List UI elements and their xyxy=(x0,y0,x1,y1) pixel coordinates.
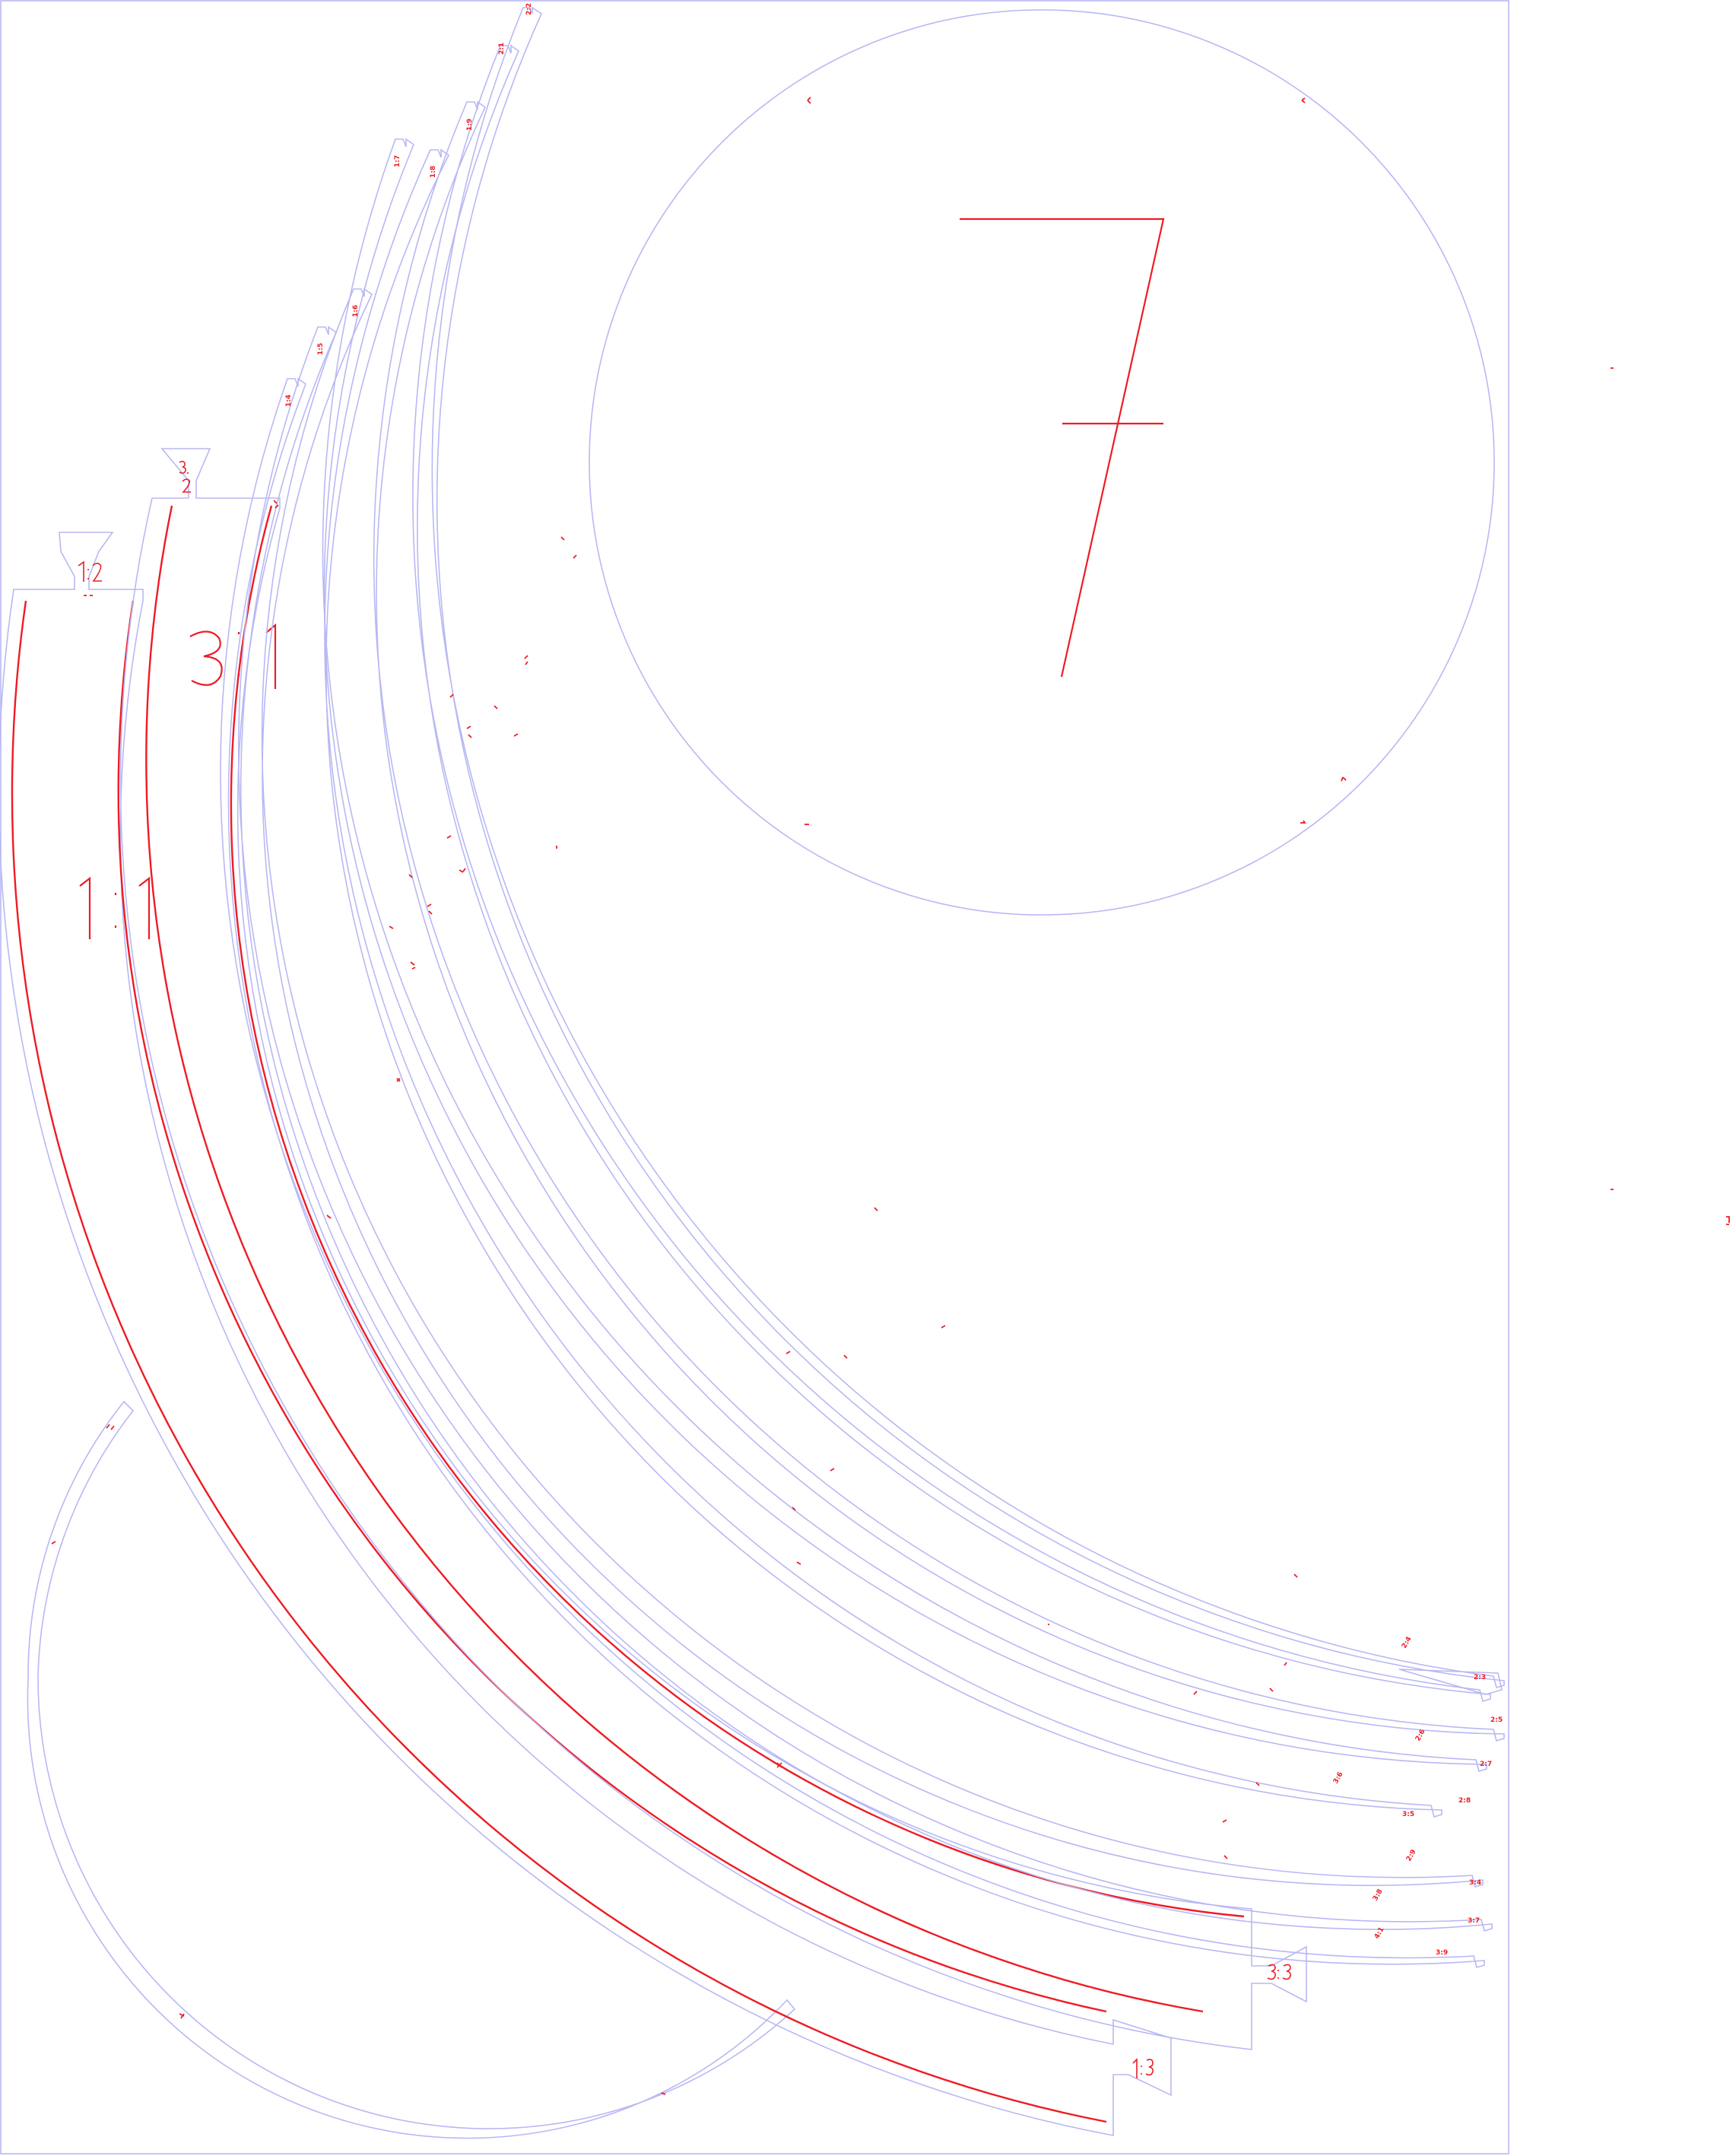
svg-text:3:9: 3:9 xyxy=(1436,1949,1448,1957)
strip-ratio-3-1 xyxy=(119,448,1307,2050)
small-arc-strip xyxy=(27,1400,796,2139)
svg-text:3:5: 3:5 xyxy=(1402,1811,1414,1818)
svg-text:1:9: 1:9 xyxy=(466,119,474,131)
alignment-ticks xyxy=(273,367,1730,1859)
svg-text:2:8: 2:8 xyxy=(1458,1797,1471,1805)
thin-strip-labels: 1:4 1:5 1:6 1:7 1:8 1:9 2:1 2:2 2:3 2:4 … xyxy=(285,3,1503,1957)
svg-text:1:7: 1:7 xyxy=(394,155,401,167)
disc-number-seven xyxy=(960,218,1165,678)
svg-text:2:1: 2:1 xyxy=(498,43,506,55)
label-3-3 xyxy=(1267,1964,1291,1980)
svg-text:2:4: 2:4 xyxy=(1401,1636,1414,1650)
sheet-border xyxy=(0,0,1509,2154)
svg-text:1:5: 1:5 xyxy=(317,343,325,355)
svg-text:3:7: 3:7 xyxy=(1468,1917,1480,1925)
svg-text:3:8: 3:8 xyxy=(1372,1888,1385,1903)
strip-ratio-1-1 xyxy=(0,532,1172,2136)
svg-text:1:8: 1:8 xyxy=(430,166,437,178)
svg-text:3:6: 3:6 xyxy=(1332,1771,1345,1786)
svg-text:3:4: 3:4 xyxy=(1469,1879,1481,1887)
label-3-1 xyxy=(189,623,277,689)
svg-text:2:2: 2:2 xyxy=(525,3,533,15)
disc-alignment-marks xyxy=(805,97,1347,825)
label-3-2 xyxy=(179,460,191,493)
thin-strips xyxy=(220,6,1505,1969)
svg-text:4:1: 4:1 xyxy=(1373,1926,1386,1941)
disc-outline xyxy=(589,9,1495,916)
label-1-2 xyxy=(78,560,102,596)
label-1-3 xyxy=(1132,2058,1154,2078)
svg-text:1:6: 1:6 xyxy=(352,305,360,317)
label-1-1 xyxy=(79,876,151,939)
svg-text:1:4: 1:4 xyxy=(285,395,293,407)
svg-text:2:3: 2:3 xyxy=(1474,1674,1486,1681)
svg-text:2:9: 2:9 xyxy=(1405,1849,1418,1863)
svg-text:2:7: 2:7 xyxy=(1480,1761,1492,1768)
svg-text:2:5: 2:5 xyxy=(1490,1716,1503,1724)
